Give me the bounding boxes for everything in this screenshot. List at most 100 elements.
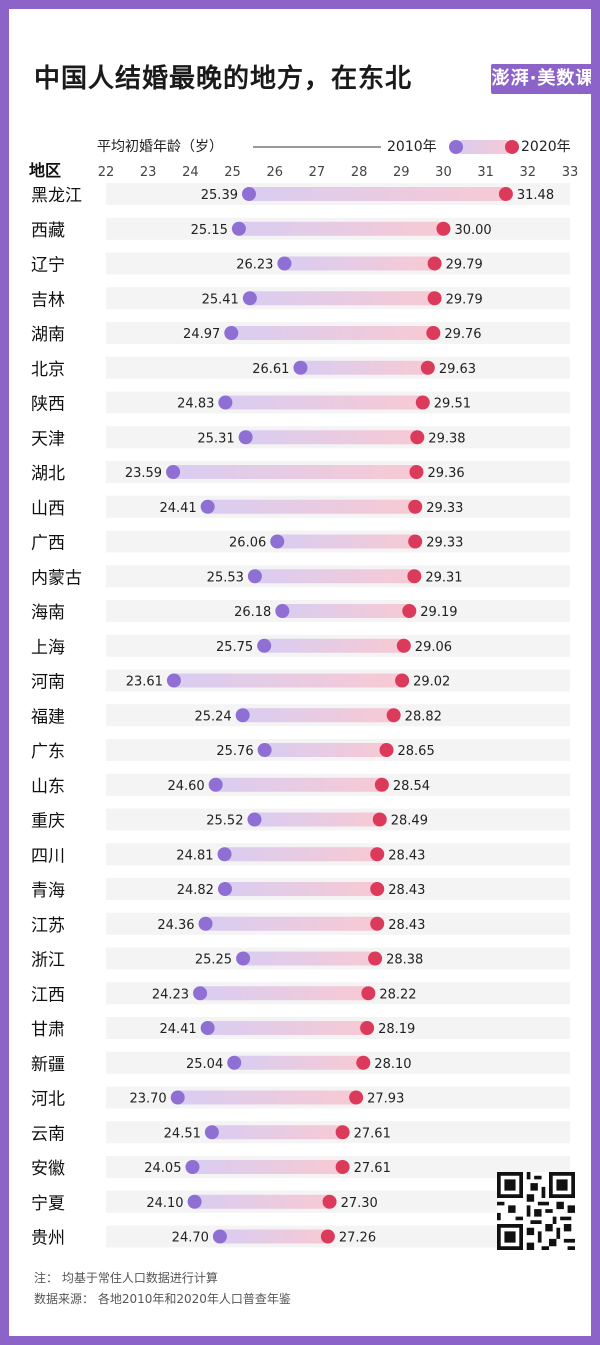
dot-2020 — [410, 430, 425, 445]
value-label-2020: 28.43 — [388, 918, 425, 933]
category-label: 贵州 — [31, 1229, 65, 1249]
x-tick-label: 33 — [562, 165, 579, 180]
dumbbell-bar — [284, 256, 435, 271]
dumbbell-bar — [224, 847, 378, 862]
dot-2010 — [236, 951, 251, 966]
dumbbell-bar — [300, 360, 428, 375]
dumbbell-bar — [254, 569, 415, 584]
value-label-2010: 26.18 — [234, 605, 271, 620]
dot-2010 — [218, 395, 233, 410]
dot-2020 — [374, 777, 389, 792]
value-label-2020: 29.51 — [434, 397, 471, 412]
category-label: 河南 — [31, 673, 65, 693]
value-label-2010: 25.75 — [216, 640, 253, 655]
value-label-2010: 25.41 — [202, 292, 239, 307]
category-label: 上海 — [31, 638, 65, 658]
dot-2020 — [349, 1090, 364, 1105]
category-label: 北京 — [31, 360, 65, 380]
dot-2010 — [231, 221, 246, 236]
legend-label-2010: 2010年 — [387, 139, 437, 155]
dot-2020 — [335, 1160, 350, 1174]
dumbbell-bar — [254, 812, 380, 827]
value-label-2020: 29.33 — [426, 501, 463, 516]
note-line-1: 注： 均基于常住人口数据进行计算 — [34, 1270, 218, 1285]
dot-2010 — [224, 326, 239, 340]
category-label: 重庆 — [31, 812, 65, 832]
category-label: 海南 — [31, 603, 65, 623]
value-label-2020: 29.63 — [439, 362, 476, 377]
value-label-2010: 24.60 — [167, 779, 204, 794]
category-label: 吉林 — [31, 290, 65, 310]
category-label: 广东 — [31, 742, 65, 762]
dumbbell-bar — [234, 1055, 364, 1070]
value-label-2020: 29.06 — [415, 640, 452, 655]
dot-2020 — [370, 847, 385, 862]
value-label-2020: 27.61 — [354, 1126, 391, 1141]
value-label-2010: 25.53 — [207, 570, 244, 585]
value-label-2020: 28.10 — [374, 1057, 411, 1072]
x-tick-label: 22 — [98, 165, 115, 180]
dot-2010 — [204, 1125, 219, 1140]
value-label-2020: 29.33 — [426, 536, 463, 551]
dumbbell-chart: 黑龙江 25.39 31.48 西藏 25.15 30.00 辽宁 26.23 29.79 吉林 2… — [29, 138, 579, 1306]
value-label-2010: 24.23 — [152, 987, 189, 1002]
dumbbell-bar — [192, 1160, 343, 1174]
value-label-2010: 24.41 — [159, 501, 196, 516]
dumbbell-bar — [194, 1194, 330, 1209]
category-label: 宁夏 — [31, 1194, 65, 1214]
dot-2010 — [275, 604, 290, 618]
value-label-2010: 25.15 — [191, 223, 228, 238]
dot-2010 — [208, 777, 223, 792]
x-tick-label: 32 — [520, 165, 537, 180]
value-label-2010: 25.24 — [194, 709, 231, 724]
dumbbell-bar — [248, 187, 506, 201]
dumbbell-bar — [264, 743, 387, 757]
dumbbell-bar — [207, 1021, 368, 1035]
dot-2020 — [372, 812, 387, 827]
dumbbell-bar — [245, 430, 418, 445]
legend-bar — [456, 140, 512, 154]
dot-2010 — [241, 187, 256, 201]
infographic-card: 中国人结婚最晚的地方，在东北 澎湃·美数课 黑龙江 25.39 31.48 西藏 25.… — [9, 9, 591, 1336]
dot-2020 — [402, 604, 417, 618]
value-label-2020: 31.48 — [517, 188, 554, 203]
value-label-2010: 24.97 — [183, 327, 220, 342]
dot-2020 — [408, 499, 423, 514]
value-label-2010: 24.82 — [177, 883, 214, 898]
dumbbell-bar — [243, 951, 376, 966]
dumbbell-bar — [249, 291, 435, 306]
value-label-2010: 26.61 — [252, 362, 289, 377]
dot-2020 — [396, 638, 411, 653]
dot-2020 — [407, 569, 422, 584]
value-label-2010: 24.36 — [157, 918, 194, 933]
dot-2010 — [257, 743, 272, 757]
value-label-2010: 23.70 — [129, 1092, 166, 1107]
dot-2020 — [427, 291, 442, 306]
category-label: 青海 — [31, 881, 65, 901]
dumbbell-bar — [211, 1125, 343, 1140]
value-label-2020: 29.79 — [446, 292, 483, 307]
value-label-2010: 25.52 — [206, 814, 243, 829]
dumbbell-bar — [238, 221, 444, 236]
dot-2010 — [166, 465, 181, 479]
value-label-2020: 28.43 — [388, 848, 425, 863]
value-label-2010: 25.04 — [186, 1057, 223, 1072]
value-label-2010: 24.05 — [144, 1161, 181, 1176]
dot-2020 — [420, 360, 435, 375]
dumbbell-bar — [224, 882, 378, 896]
dot-2020 — [498, 187, 513, 201]
dumbbell-bar — [177, 1090, 357, 1105]
dumbbell-bar — [200, 986, 369, 1001]
category-label: 广西 — [31, 534, 65, 554]
dot-2010 — [238, 430, 253, 445]
dumbbell-bar — [173, 465, 417, 479]
dot-2010 — [217, 847, 232, 862]
value-label-2010: 24.51 — [164, 1126, 201, 1141]
value-label-2010: 26.23 — [236, 258, 273, 273]
dot-2020 — [360, 1021, 375, 1035]
value-label-2020: 28.19 — [378, 1022, 415, 1037]
dumbbell-bar — [225, 395, 423, 410]
x-tick-label: 26 — [266, 165, 283, 180]
value-label-2010: 26.06 — [229, 536, 266, 551]
category-label: 安徽 — [31, 1159, 65, 1179]
